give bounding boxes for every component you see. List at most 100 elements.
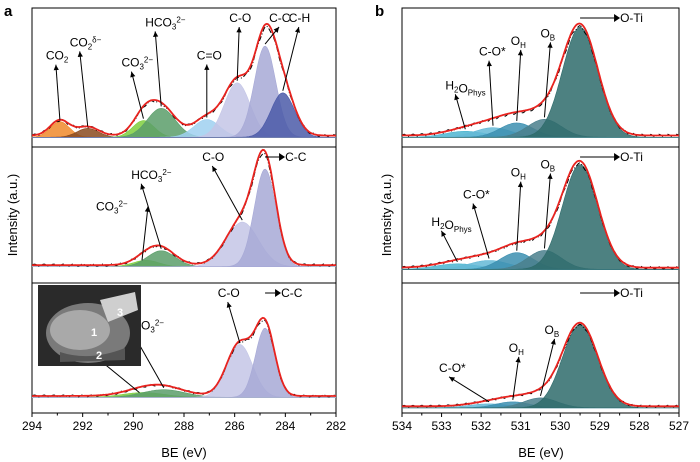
raw-data-line: [401, 25, 680, 138]
peak-o-ti: [402, 164, 679, 270]
arrow-head: [449, 376, 456, 382]
arrow-head: [275, 289, 282, 297]
panel-b-ylabel: Intensity (a.u.): [379, 174, 394, 256]
x-tick-label: 286: [225, 419, 245, 433]
peak-arrow: [282, 26, 300, 91]
peak-label: CO32−: [121, 56, 153, 72]
peak-label: CO32−: [96, 199, 128, 215]
envelope-line: [32, 148, 336, 266]
arrow-head: [547, 42, 553, 48]
peak-label: C-O*: [479, 45, 506, 59]
peak-label: C-H: [289, 11, 310, 25]
envelope-line: [402, 22, 679, 137]
peak-c-c: [32, 327, 336, 398]
peak-o-ti: [402, 324, 679, 409]
inset-edge: [60, 348, 125, 362]
peak-c-h: [32, 92, 336, 138]
x-tick-label: 284: [275, 419, 295, 433]
arrow-head: [614, 14, 621, 22]
peak-label: HCO32−: [145, 15, 186, 31]
peak-label: O-Ti: [620, 286, 643, 300]
x-tick-label: 529: [590, 419, 610, 433]
subplot-a-mid: CO32−HCO32− C-O C-C: [31, 146, 337, 284]
arrow-head: [144, 206, 150, 212]
peak-arrow: [448, 376, 490, 403]
arrow-head: [130, 71, 136, 78]
x-tick-label: 294: [22, 419, 42, 433]
peak-o-ti: [402, 26, 679, 138]
peak-label: C-O: [218, 286, 240, 300]
envelope-line: [32, 316, 336, 397]
peak-label: OH: [511, 34, 526, 50]
peak-arrow: [211, 165, 243, 221]
peak-arrow: [154, 31, 162, 107]
arrow-head: [547, 173, 553, 180]
x-tick-label: 531: [511, 419, 531, 433]
inset-photo: 1 2 3: [38, 285, 141, 366]
peak-arrow: [516, 181, 522, 251]
inset-disc-inner: [50, 310, 110, 350]
arrow-head: [454, 94, 460, 101]
peak-label: C-C: [285, 150, 307, 164]
peak-label: C-O*: [463, 187, 490, 201]
envelope-line: [402, 321, 679, 408]
peak-arrow: [512, 356, 520, 400]
arrow-head: [77, 51, 83, 58]
subplot-b-mid: H2OPhys C-O* OH OB O-Ti: [401, 146, 680, 284]
raw-data-line: [31, 152, 337, 267]
arrow-head: [236, 27, 242, 33]
panel-b-xlabel: BE (eV): [518, 445, 564, 460]
peak-label: H2OPhys: [431, 215, 471, 234]
envelope-line: [402, 159, 679, 269]
arrow-head: [486, 60, 492, 67]
peak-label: O-Ti: [620, 11, 643, 25]
peak-label: H2OPhys: [445, 78, 485, 97]
peak-arrow: [141, 206, 149, 261]
x-tick-label: 532: [471, 419, 491, 433]
peak-arrow: [140, 183, 162, 249]
peak-label: O-Ti: [620, 150, 643, 164]
arrow-head: [53, 64, 59, 71]
panel-a-ylabel: Intensity (a.u.): [5, 174, 20, 256]
x-tick-label: 534: [392, 419, 412, 433]
x-tick-label: 290: [123, 419, 143, 433]
peak-label: CO2δ−: [70, 35, 102, 51]
arrow-head: [212, 166, 218, 172]
inset-label-3: 3: [117, 307, 123, 319]
arrow-head: [140, 183, 146, 190]
peak-label: HCO32−: [131, 168, 172, 184]
arrow-head: [550, 338, 556, 345]
peak-label: OH: [509, 341, 524, 357]
arrow-head: [515, 356, 521, 363]
peak-arrow: [236, 26, 240, 81]
envelope-line: [31, 22, 336, 137]
panel-a-xlabel: BE (eV): [161, 445, 207, 460]
peak-label: OB: [540, 157, 555, 173]
x-tick-label: 288: [174, 419, 194, 433]
arrow-head: [517, 49, 524, 56]
subplot-b-bot: C-O* OH OB O-Ti 534 533 532 531 530 529 528 527: [392, 282, 689, 433]
peak-arrow: [543, 173, 551, 249]
x-tick-label: 282: [326, 419, 346, 433]
peak-arrow: [454, 94, 466, 130]
peak-label: C-C: [281, 286, 303, 300]
peak-arrow: [540, 338, 555, 397]
peak-arrow: [440, 230, 458, 263]
panel-letter-b: b: [375, 3, 384, 20]
peak-label: OB: [545, 323, 560, 339]
peak-label: CO2: [46, 49, 69, 65]
arrow-head: [226, 302, 232, 308]
arrow-head: [472, 203, 478, 210]
x-tick-label: 533: [432, 419, 452, 433]
arrow-head: [204, 64, 210, 70]
peak-label: C=O: [197, 48, 222, 62]
peak-label: OH: [511, 166, 526, 182]
arrow-head: [517, 181, 524, 188]
x-tick-label: 528: [629, 419, 649, 433]
inset-label-2: 2: [96, 350, 102, 362]
peak-arrow: [79, 51, 89, 127]
x-tick-label: 527: [669, 419, 689, 433]
arrow-head: [294, 27, 301, 33]
arrow-head: [273, 27, 280, 33]
subplot-b-top: H2OPhys C-O* OH OB O-Ti: [401, 7, 680, 148]
